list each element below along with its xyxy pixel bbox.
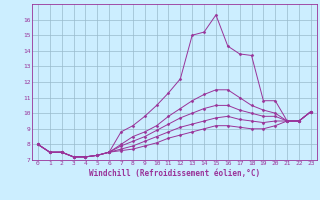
X-axis label: Windchill (Refroidissement éolien,°C): Windchill (Refroidissement éolien,°C) [89,169,260,178]
